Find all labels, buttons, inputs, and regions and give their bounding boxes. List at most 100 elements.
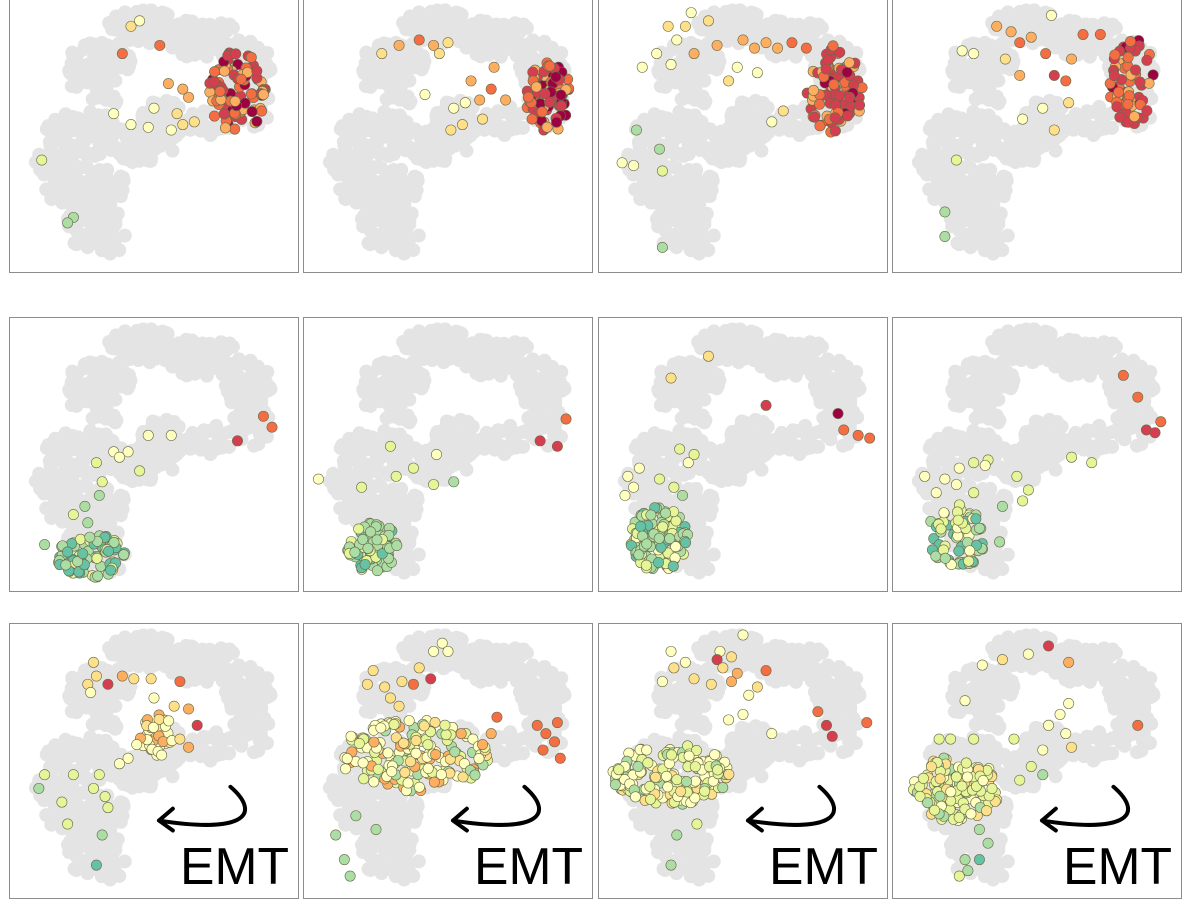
data-point bbox=[246, 106, 258, 118]
background-cell bbox=[102, 117, 117, 132]
data-point bbox=[1113, 86, 1125, 98]
data-point bbox=[555, 100, 567, 112]
data-point bbox=[749, 42, 760, 54]
background-cell bbox=[707, 140, 722, 155]
data-point bbox=[448, 102, 460, 114]
background-cell bbox=[73, 141, 88, 156]
background-cell bbox=[470, 355, 485, 370]
background-cell bbox=[77, 479, 92, 494]
background-cell bbox=[975, 136, 990, 151]
background-cell bbox=[63, 429, 78, 444]
background-cell bbox=[479, 14, 494, 29]
data-point bbox=[539, 88, 551, 100]
background-cell bbox=[359, 45, 374, 60]
background-cell bbox=[380, 91, 395, 106]
background-cell bbox=[370, 498, 385, 513]
data-point bbox=[419, 89, 431, 101]
data-point bbox=[616, 157, 628, 169]
background-cells bbox=[28, 322, 278, 580]
background-cell bbox=[339, 121, 354, 136]
background-cell bbox=[511, 426, 526, 441]
background-cell bbox=[125, 155, 140, 170]
scatter-plot bbox=[911, 3, 1161, 261]
background-cell bbox=[117, 228, 132, 243]
data-point bbox=[665, 59, 677, 70]
background-cells bbox=[322, 322, 572, 580]
background-cell bbox=[961, 213, 976, 228]
data-point bbox=[122, 446, 134, 458]
background-cell bbox=[667, 213, 682, 228]
background-cell bbox=[412, 324, 426, 339]
data-point bbox=[177, 119, 189, 131]
background-cell bbox=[382, 363, 397, 377]
background-cell bbox=[97, 175, 112, 190]
background-cell bbox=[43, 138, 58, 153]
background-cell bbox=[975, 147, 990, 162]
data-point bbox=[827, 40, 839, 52]
highlighted-cells bbox=[616, 7, 868, 253]
background-cell bbox=[487, 364, 502, 379]
data-point bbox=[656, 165, 668, 177]
data-point bbox=[555, 89, 567, 101]
background-cell bbox=[1068, 14, 1083, 29]
background-cell bbox=[447, 444, 462, 459]
background-cell bbox=[691, 117, 706, 132]
background-cell bbox=[732, 153, 747, 168]
background-cell bbox=[711, 59, 725, 74]
data-point bbox=[108, 537, 120, 548]
data-point bbox=[1037, 102, 1049, 114]
background-cell bbox=[966, 75, 981, 90]
data-point bbox=[671, 34, 683, 46]
data-point bbox=[125, 20, 137, 32]
data-point bbox=[654, 143, 665, 155]
background-cell bbox=[706, 228, 721, 243]
background-cell bbox=[257, 381, 272, 395]
data-point bbox=[359, 558, 371, 570]
data-point bbox=[636, 61, 648, 73]
background-cell bbox=[437, 153, 452, 168]
background-cell bbox=[53, 504, 68, 519]
data-point bbox=[1134, 76, 1146, 88]
data-point bbox=[171, 108, 183, 120]
data-point bbox=[939, 206, 951, 218]
data-point bbox=[214, 86, 226, 97]
background-cell bbox=[45, 440, 60, 455]
background-cell bbox=[681, 136, 696, 151]
data-point bbox=[428, 479, 440, 490]
background-cell bbox=[411, 547, 426, 562]
background-cell bbox=[774, 14, 789, 29]
background-cell bbox=[193, 45, 208, 60]
background-cell bbox=[651, 123, 666, 138]
data-point bbox=[808, 84, 819, 96]
background-cell bbox=[702, 169, 717, 184]
background-cell bbox=[377, 394, 392, 409]
data-point bbox=[841, 66, 853, 78]
highlighted-cells bbox=[36, 15, 271, 229]
background-cell bbox=[447, 455, 462, 470]
data-point bbox=[1122, 51, 1134, 63]
data-point bbox=[560, 413, 572, 425]
data-point bbox=[142, 121, 154, 133]
data-point bbox=[84, 531, 96, 543]
background-cell bbox=[692, 196, 707, 211]
data-point bbox=[956, 45, 968, 57]
background-cell bbox=[394, 558, 409, 573]
background-cell bbox=[44, 481, 59, 496]
data-point bbox=[1060, 75, 1072, 87]
background-cell bbox=[231, 33, 246, 48]
background-cell bbox=[399, 128, 414, 143]
data-point bbox=[1063, 97, 1075, 109]
background-cell bbox=[231, 352, 246, 367]
data-point bbox=[456, 119, 468, 131]
data-point bbox=[651, 48, 663, 60]
background-cell bbox=[185, 333, 200, 348]
data-point bbox=[999, 53, 1011, 65]
background-cell bbox=[632, 138, 647, 153]
data-point bbox=[251, 65, 263, 77]
background-cell bbox=[132, 336, 147, 351]
background-cell bbox=[399, 447, 414, 462]
data-point bbox=[777, 105, 789, 117]
background-cell bbox=[45, 121, 60, 136]
data-point bbox=[442, 37, 454, 49]
background-cell bbox=[90, 374, 105, 388]
